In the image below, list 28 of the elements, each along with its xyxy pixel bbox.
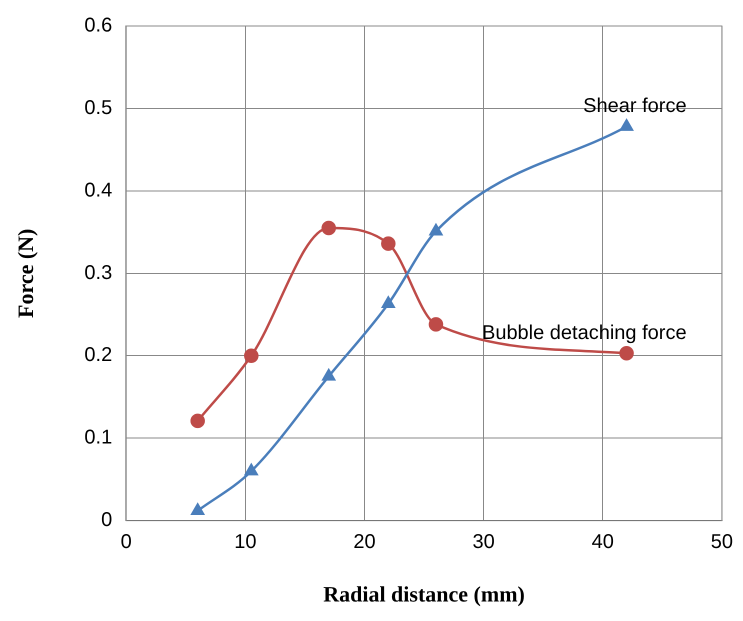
point [321,220,336,236]
point [244,464,258,476]
x-tick-label: 0 [120,531,132,554]
x-axis-title: Radial distance (mm) [323,581,525,606]
y-tick-label: 0.4 [84,179,112,202]
point [322,369,336,381]
point [430,224,442,236]
point [191,503,204,515]
point [381,236,396,251]
point [619,346,634,361]
x-tick-label: 10 [234,531,256,554]
point [244,348,259,363]
x-tick-label: 20 [353,531,376,554]
point [382,296,395,308]
y-tick-label: 0.1 [84,426,112,449]
x-tick-label: 50 [710,531,733,554]
y-tick-label: 0.5 [84,96,112,119]
x-tick-label: 40 [592,531,614,554]
series-label: Bubble detaching force [482,322,687,344]
y-tick-label: 0.2 [84,344,112,366]
y-tick-label: 0 [101,509,112,532]
y-tick-label: 0.3 [84,262,112,284]
y-tick-label: 0.6 [84,14,112,37]
series-label: Shear force [583,95,687,118]
point [428,317,444,332]
point [190,414,205,428]
x-tick-label: 30 [472,531,495,554]
y-axis-title: Force (N) [12,228,38,318]
